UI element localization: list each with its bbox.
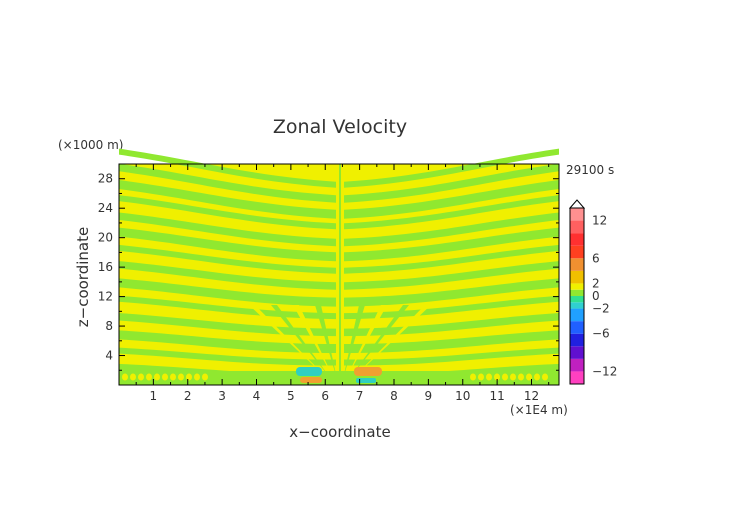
colorbar-extend-arrow	[568, 199, 586, 209]
colorbar-label: −2	[592, 302, 610, 316]
positive-anomaly	[300, 377, 322, 383]
negative-anomaly	[356, 378, 376, 383]
colorbar-segment	[570, 245, 584, 259]
field-bands	[119, 148, 559, 385]
colorbar-segment	[570, 289, 584, 296]
x-axis: 1 2 3 4 5 6 7 8 9 10 11 12	[135, 164, 550, 403]
x-tick-label: 4	[253, 389, 261, 403]
colorbar-label: −12	[592, 364, 617, 378]
colorbar-label: 0	[592, 289, 600, 303]
colorbar-segment	[570, 270, 584, 284]
x-tick-label: 3	[218, 389, 226, 403]
x-axis-title: x−coordinate	[289, 423, 390, 441]
negative-anomaly	[296, 367, 322, 376]
colorbar-segment	[570, 296, 584, 303]
colorbar-segment	[570, 208, 584, 221]
x-tick-label: 1	[150, 389, 158, 403]
colorbar-segment	[570, 220, 584, 234]
x-tick-label: 11	[489, 389, 504, 403]
y-axis: 4 8 12 16 20 24 28	[98, 172, 559, 371]
y-tick-label: 4	[105, 349, 113, 363]
colorbar-segment	[570, 258, 584, 271]
x-tick-label: 5	[287, 389, 295, 403]
plot-area	[118, 148, 560, 386]
y-tick-label: 16	[98, 260, 113, 274]
x-tick-label: 7	[356, 389, 364, 403]
y-axis-title: z−coordinate	[74, 227, 92, 327]
x-unit-label: (×1E4 m)	[510, 403, 568, 417]
y-tick-label: 12	[98, 290, 113, 304]
colorbar-label: 2	[592, 276, 600, 290]
colorbar-segment	[570, 233, 584, 246]
y-tick-label: 20	[98, 231, 113, 245]
chart-title: Zonal Velocity	[273, 116, 407, 138]
time-label: 29100 s	[566, 163, 614, 177]
colorbar-segment	[570, 358, 584, 372]
plot-frame	[118, 163, 560, 386]
colorbar-label: 6	[592, 251, 600, 265]
x-tick-label: 9	[425, 389, 433, 403]
y-tick-label: 8	[105, 319, 113, 333]
colorbar-segment	[570, 283, 584, 290]
colorbar-segment	[570, 371, 584, 384]
colorbar-segment	[570, 346, 584, 359]
x-tick-label: 2	[184, 389, 192, 403]
colorbar-segment	[570, 333, 584, 347]
x-tick-label: 10	[455, 389, 470, 403]
x-tick-label: 12	[524, 389, 539, 403]
y-unit-label: (×1000 m)	[58, 138, 123, 152]
x-tick-label: 8	[390, 389, 398, 403]
y-tick-label: 24	[98, 201, 113, 215]
positive-anomaly	[354, 367, 382, 376]
y-tick-label: 28	[98, 172, 113, 186]
colorbar-label: 12	[592, 214, 607, 228]
colorbar-label: −6	[592, 327, 610, 341]
colorbar: 12 6 20−2 −6 −12	[568, 199, 617, 385]
colorbar-segment	[570, 302, 584, 309]
colorbar-segment	[570, 308, 584, 322]
colorbar-segment	[570, 321, 584, 334]
x-tick-label: 6	[321, 389, 329, 403]
